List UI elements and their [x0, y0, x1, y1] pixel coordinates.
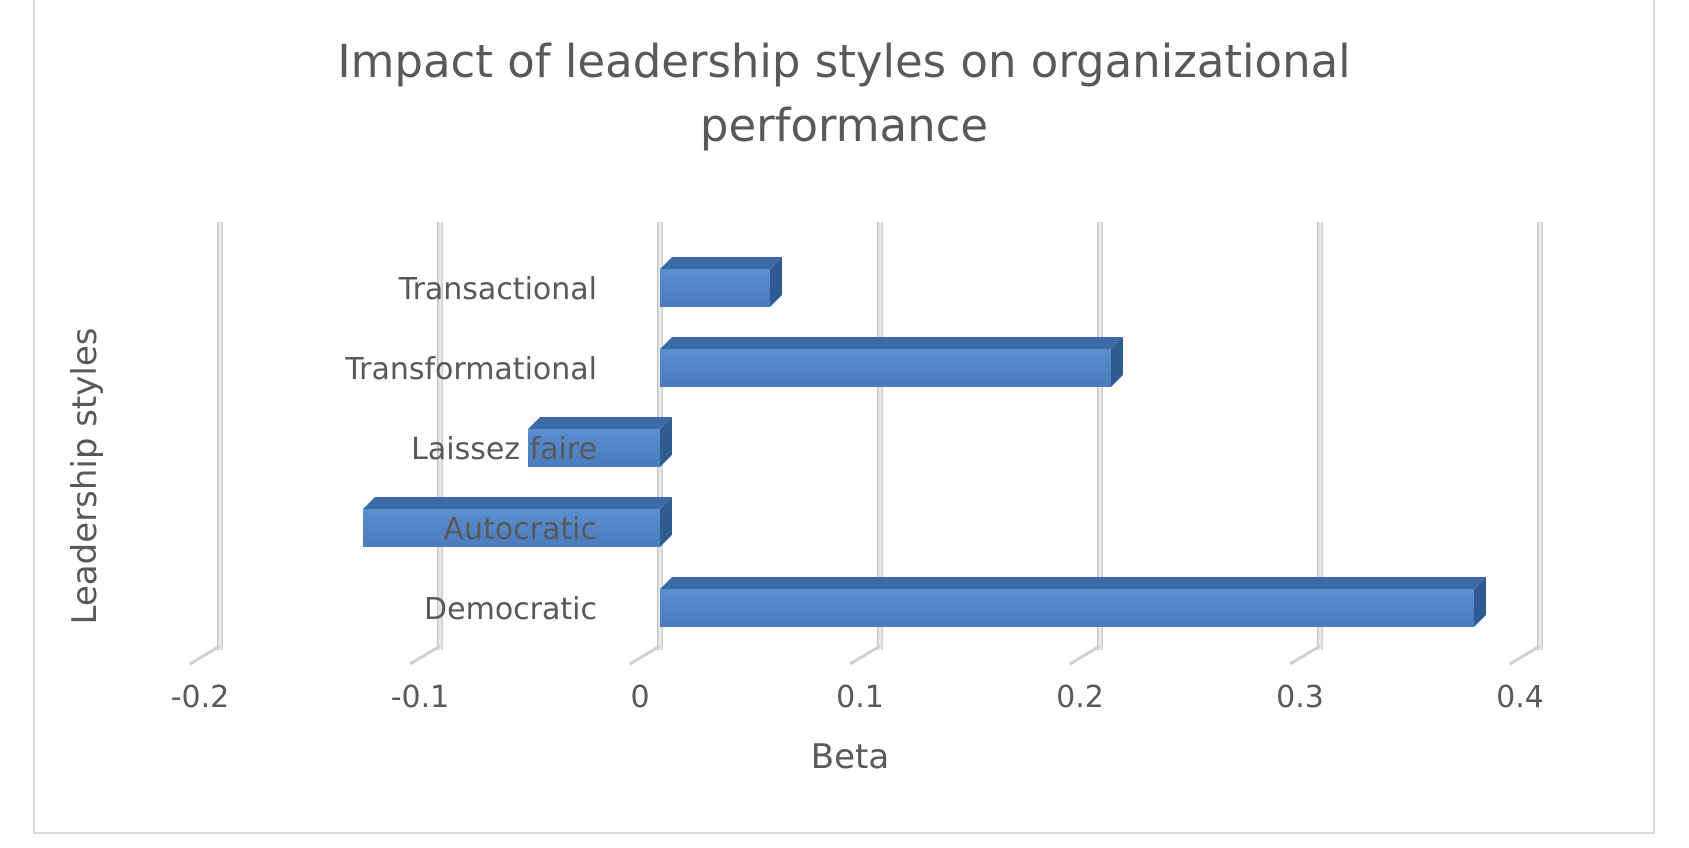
bar-front-face — [660, 269, 770, 307]
x-axis-title: Beta — [811, 737, 889, 777]
gridline — [437, 222, 443, 650]
floor-tick — [409, 644, 441, 666]
category-label: Transformational — [344, 352, 597, 387]
x-tick-label: 0.3 — [1276, 680, 1324, 715]
bar-front-face — [528, 429, 660, 467]
gridline — [217, 222, 223, 650]
x-tick-label: -0.1 — [391, 680, 450, 715]
x-tick-label: 0 — [630, 680, 649, 715]
bar-top-face — [660, 257, 782, 269]
bars — [363, 257, 1486, 627]
bar-top-face — [660, 577, 1486, 589]
bar-front-face — [363, 509, 660, 547]
x-tick-label: -0.2 — [171, 680, 230, 715]
bar-front-face — [660, 589, 1474, 627]
floor-tick — [1289, 644, 1321, 666]
bar-side-face — [770, 257, 782, 307]
floor-tick — [1509, 644, 1541, 666]
floor-tick — [1069, 644, 1101, 666]
gridline — [1537, 222, 1543, 650]
bar-front-face — [660, 349, 1111, 387]
x-tick-labels: -0.2 -0.1 0 0.1 0.2 0.3 0.4 — [171, 680, 1544, 715]
bar — [660, 337, 1123, 387]
chart-title-line-2: performance — [699, 99, 989, 152]
gridline — [877, 222, 883, 650]
category-label: Transactional — [398, 272, 597, 307]
chart-title: Impact of leadership styles on organizat… — [35, 30, 1653, 158]
x-tick-label: 0.2 — [1056, 680, 1104, 715]
bar — [363, 497, 672, 547]
floor-tick — [849, 644, 881, 666]
x-tick-label: 0.1 — [836, 680, 884, 715]
bar-top-face — [660, 337, 1123, 349]
x-tick-label: 0.4 — [1496, 680, 1544, 715]
bar — [660, 577, 1486, 627]
bar-side-face — [1111, 337, 1123, 387]
bar-side-face — [660, 417, 672, 467]
bar — [528, 417, 672, 467]
gridline — [1097, 222, 1103, 650]
category-label: Autocratic — [444, 512, 597, 547]
bar-side-face — [660, 497, 672, 547]
chart-frame: Impact of leadership styles on organizat… — [33, 0, 1655, 834]
floor-tick — [189, 644, 221, 666]
bar-top-face — [528, 417, 672, 429]
bar-side-face — [1474, 577, 1486, 627]
bar-top-face — [363, 497, 672, 509]
category-label: Democratic — [424, 592, 597, 627]
bar — [660, 257, 782, 307]
category-label: Laissez faire — [411, 432, 597, 467]
chart-title-line-1: Impact of leadership styles on organizat… — [337, 35, 1351, 88]
floor-tick — [629, 644, 661, 666]
category-labels: Transactional Transformational Laissez fai… — [344, 272, 597, 627]
gridline — [1317, 222, 1323, 650]
y-axis-title: Leadership styles — [65, 328, 105, 625]
